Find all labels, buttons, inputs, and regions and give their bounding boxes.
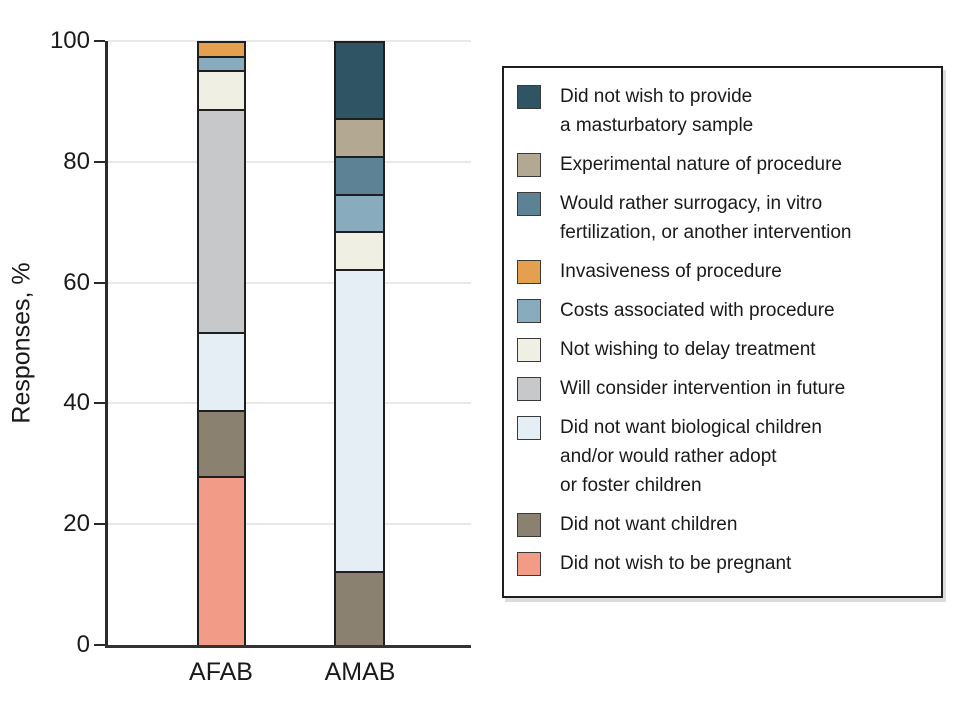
legend-swatch bbox=[517, 377, 541, 401]
legend-label: Did not want children bbox=[560, 514, 738, 535]
y-tick-20 bbox=[94, 523, 105, 526]
legend-swatch bbox=[517, 299, 541, 323]
y-axis-line bbox=[105, 41, 108, 648]
legend-label: Invasiveness of procedure bbox=[560, 261, 782, 282]
bar-segment bbox=[199, 331, 244, 411]
y-tick-80 bbox=[94, 160, 105, 163]
bar-segment bbox=[199, 69, 244, 109]
legend-item: Did not wish to provide a masturbatory s… bbox=[517, 82, 928, 140]
bar-afab bbox=[197, 41, 246, 648]
legend-swatch bbox=[517, 513, 541, 537]
legend-swatch bbox=[517, 338, 541, 362]
bar-segment bbox=[336, 570, 383, 646]
legend-item: Not wishing to delay treatment bbox=[517, 335, 928, 364]
x-axis-line bbox=[105, 645, 471, 648]
x-category-label-afab: AFAB bbox=[189, 658, 253, 686]
y-tick-0 bbox=[94, 644, 105, 646]
legend-swatch bbox=[517, 153, 541, 177]
y-tick-label-20: 20 bbox=[63, 510, 90, 538]
bar-segment bbox=[199, 410, 244, 476]
bar-segment bbox=[336, 231, 383, 270]
y-tick-label-80: 80 bbox=[63, 147, 90, 175]
legend-label: Not wishing to delay treatment bbox=[560, 339, 816, 360]
bar-segment bbox=[336, 193, 383, 232]
legend-item: Will consider intervention in future bbox=[517, 374, 928, 403]
legend-label: Will consider intervention in future bbox=[560, 378, 846, 399]
legend-item: Did not want children bbox=[517, 510, 928, 539]
y-tick-label-0: 0 bbox=[76, 631, 90, 658]
bar-segment bbox=[336, 156, 383, 194]
bar-amab bbox=[334, 41, 385, 648]
bar-segment bbox=[336, 269, 383, 571]
legend-label: Would rather surrogacy, in vitro fertili… bbox=[560, 193, 852, 243]
legend-label: Did not want biological children and/or … bbox=[560, 417, 822, 496]
legend-item: Did not wish to be pregnant bbox=[517, 549, 928, 578]
legend: Did not wish to provide a masturbatory s… bbox=[502, 66, 943, 598]
bar-segment bbox=[199, 108, 244, 332]
legend-swatch bbox=[517, 416, 541, 440]
legend-label: Did not wish to be pregnant bbox=[560, 553, 792, 574]
x-category-label-amab: AMAB bbox=[324, 658, 396, 686]
y-tick-60 bbox=[94, 281, 105, 284]
y-axis-title: Responses, % bbox=[7, 262, 36, 424]
legend-item: Costs associated with procedure bbox=[517, 296, 928, 325]
legend-swatch bbox=[517, 85, 541, 109]
gridline-100 bbox=[108, 40, 471, 42]
y-tick-label-60: 60 bbox=[63, 268, 90, 296]
legend-item: Experimental nature of procedure bbox=[517, 150, 928, 179]
bar-segment bbox=[336, 118, 383, 157]
gridline-20 bbox=[108, 523, 471, 526]
legend-item: Would rather surrogacy, in vitro fertili… bbox=[517, 189, 928, 247]
legend-label: Did not wish to provide a masturbatory s… bbox=[560, 86, 754, 136]
bar-segment bbox=[199, 56, 244, 70]
gridline-60 bbox=[108, 281, 471, 284]
bar-segment bbox=[199, 475, 244, 646]
legend-item: Invasiveness of procedure bbox=[517, 257, 928, 286]
bar-segment bbox=[199, 43, 244, 57]
legend-label: Costs associated with procedure bbox=[560, 300, 835, 321]
bar-segment bbox=[336, 43, 383, 119]
legend-swatch bbox=[517, 192, 541, 216]
legend-item: Did not want biological children and/or … bbox=[517, 413, 928, 500]
gridline-80 bbox=[108, 160, 471, 163]
legend-label: Experimental nature of procedure bbox=[560, 154, 842, 175]
y-tick-label-40: 40 bbox=[63, 389, 90, 417]
legend-swatch bbox=[517, 552, 541, 576]
gridline-40 bbox=[108, 402, 471, 405]
legend-swatch bbox=[517, 260, 541, 284]
y-tick-100 bbox=[94, 40, 105, 42]
y-tick-40 bbox=[94, 402, 105, 405]
y-tick-label-100: 100 bbox=[49, 27, 90, 54]
